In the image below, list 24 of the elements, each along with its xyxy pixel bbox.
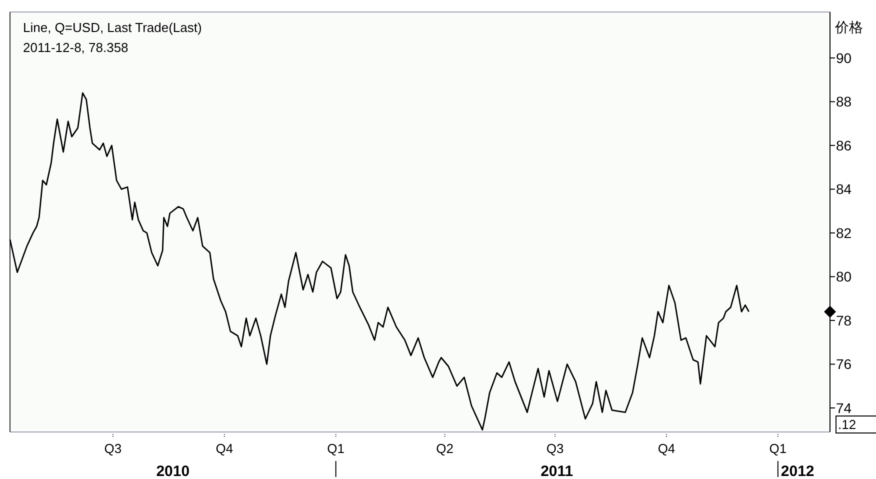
line-series xyxy=(9,92,750,431)
x-tick-label: Q4 xyxy=(216,441,234,456)
text: 2011-12-8, 78.358 xyxy=(23,40,128,55)
x-tick-label: Q3 xyxy=(104,441,122,456)
text: 2010 xyxy=(156,463,190,479)
y-tick-label: 84 xyxy=(836,181,852,198)
y-tick-label: 76 xyxy=(836,356,852,372)
y-axis-title: 价格 xyxy=(834,19,863,35)
y-tick-label: 78 xyxy=(836,312,852,328)
text: 2011 xyxy=(540,463,574,479)
y-tick-label: 88 xyxy=(836,94,852,110)
y-tick-label: 74 xyxy=(836,400,852,416)
x-tick-label: Q2 xyxy=(436,441,454,456)
text: 2012 xyxy=(780,463,814,479)
x-tick-label: Q1 xyxy=(327,441,344,456)
text: Line, Q=USD, Last Trade(Last) xyxy=(23,20,202,35)
y-tick-label: 82 xyxy=(836,224,852,241)
y-tick-label: 90 xyxy=(836,50,852,66)
y-tick-label: 86 xyxy=(836,137,852,154)
text: .12 xyxy=(838,417,856,432)
y-tick-label: 80 xyxy=(836,268,852,285)
x-tick-label: Q3 xyxy=(546,441,564,456)
x-tick-label: Q4 xyxy=(658,441,676,456)
x-tick-label: Q1 xyxy=(769,441,787,456)
